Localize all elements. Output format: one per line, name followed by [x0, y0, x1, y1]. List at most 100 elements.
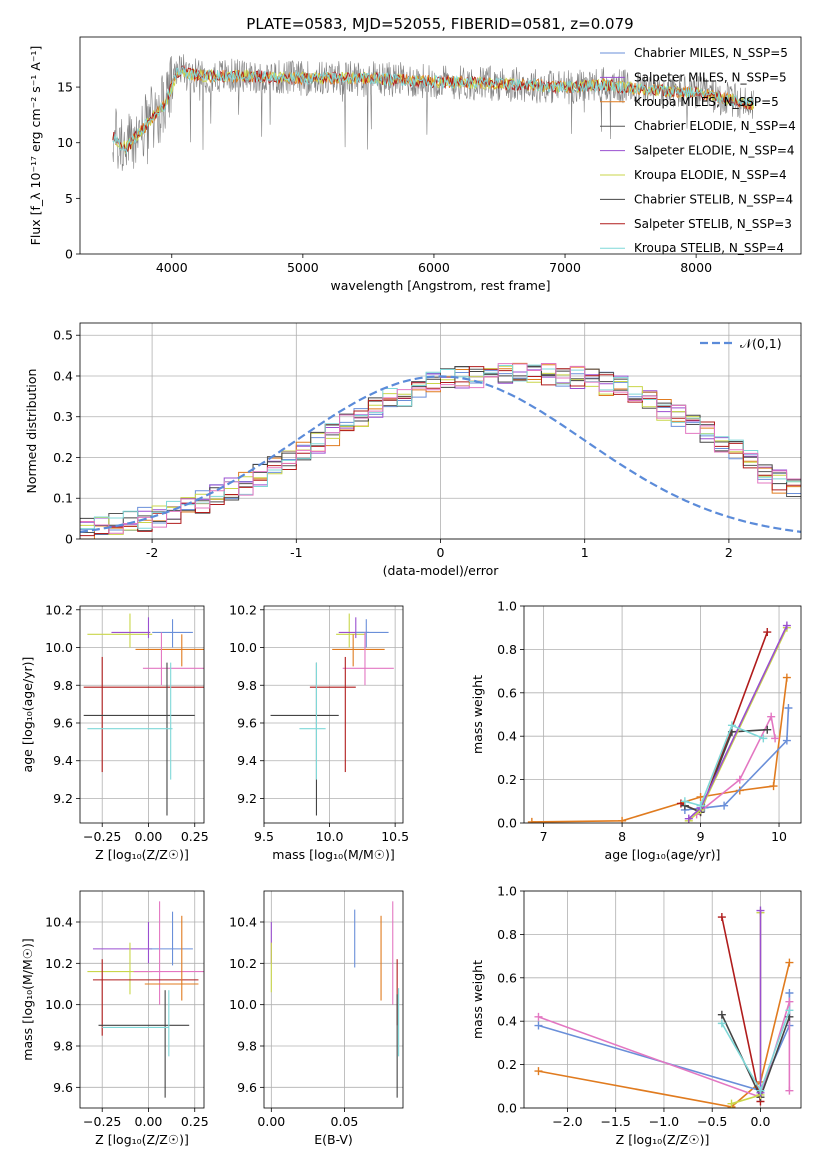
x-tick-label: 7 [540, 829, 548, 844]
y-tick-label: 9.8 [53, 1039, 73, 1054]
series-marker [784, 703, 793, 712]
y-tick-label: 10.0 [229, 997, 257, 1012]
series-line [721, 916, 762, 1102]
y-tick-label: 0.8 [497, 642, 517, 657]
y-tick-label: 9.8 [53, 678, 73, 693]
spectrum-legend: Chabrier MILES, N_SSP=5 Salpeter MILES, N… [600, 46, 796, 255]
y-tick-label: 1.0 [497, 884, 517, 899]
x-tick-label: 10.5 [381, 829, 409, 844]
errorbar-point [111, 617, 151, 639]
x-tick-label: −0.5 [697, 1114, 727, 1129]
errorbar-point [87, 942, 153, 995]
errorbar-point [355, 619, 389, 648]
y-tick-label: 0.4 [497, 729, 517, 744]
x-axis-label: age [log₁₀(age/yr)] [605, 847, 721, 862]
y-tick-label: 10.0 [45, 997, 73, 1012]
legend-entry: Chabrier ELODIE, N_SSP=4 [634, 119, 796, 133]
series-line [680, 631, 769, 814]
series-marker [785, 1086, 794, 1095]
x-tick-label: 0.00 [257, 1114, 285, 1129]
series-marker [717, 913, 726, 922]
x-tick-label: 0.00 [135, 829, 163, 844]
residual-histogram [80, 362, 801, 539]
errorbar-point [152, 619, 193, 648]
residual-histograms [80, 362, 801, 539]
errorbar-point [338, 617, 369, 639]
normal-curve [80, 375, 801, 533]
errorbar-point [142, 632, 204, 686]
x-tick-label: 9 [697, 829, 705, 844]
x-tick-label: 5000 [287, 260, 319, 275]
mass-vs-Z-frame [79, 890, 205, 1109]
y-tick-label: 9.6 [237, 715, 257, 730]
y-tick-label: 9.6 [237, 1080, 257, 1095]
y-axis-label: age [log₁₀(age/yr)] [20, 657, 35, 773]
y-axis-label: Flux [f_λ 10⁻¹⁷ erg cm⁻² s⁻¹ A⁻¹] [28, 46, 43, 246]
series-marker [534, 1067, 543, 1076]
x-tick-label: 0.00 [135, 1114, 163, 1129]
y-tick-label: 10.0 [45, 640, 73, 655]
series-line [721, 1014, 791, 1100]
x-tick-label: −2.0 [552, 1114, 582, 1129]
errorbar-point [299, 662, 326, 780]
series-marker [759, 734, 768, 743]
series-line [696, 714, 776, 815]
series-marker [785, 1006, 794, 1015]
legend-entry: Salpeter STELIB, N_SSP=3 [634, 217, 792, 231]
y-tick-label: 9.8 [237, 678, 257, 693]
y-tick-label: 15 [57, 80, 73, 95]
y-tick-label: 0.1 [53, 491, 73, 506]
series-marker [771, 734, 780, 743]
x-tick-label: 6000 [418, 260, 450, 275]
errorbar-point [309, 656, 356, 773]
x-tick-label: −1.5 [601, 1114, 631, 1129]
x-tick-label: 2 [725, 545, 733, 560]
residuals-axes: -2 -1 0 1 2 0 0.1 0.2 0.3 0.4 0.5 (data-model)/erro… [24, 323, 801, 578]
errorbar-point [133, 901, 204, 1005]
residuals-frame [79, 322, 802, 540]
x-axis-label: Z [log₁₀(Z/Z☉)] [95, 1132, 189, 1147]
observed-spectrum-line [112, 54, 754, 171]
y-tick-label: 0.6 [497, 685, 517, 700]
x-tick-label: 0.0 [751, 1114, 771, 1129]
x-tick-label: 8000 [680, 260, 712, 275]
age-vs-Z-frame [79, 605, 205, 824]
errorbar-point [92, 922, 153, 964]
errorbar-point [135, 634, 204, 667]
y-tick-label: 0.5 [53, 328, 73, 343]
y-tick-label: 0.4 [53, 368, 73, 383]
x-tick-label: -1 [290, 545, 302, 560]
errorbar-point [342, 632, 394, 686]
y-tick-label: 0 [65, 532, 73, 547]
errorbar-point [102, 990, 170, 1057]
errorbar-point [150, 911, 193, 966]
errorbar-point [92, 959, 199, 1036]
x-tick-label: 10.0 [316, 829, 344, 844]
errorbar-point [87, 662, 173, 780]
errorbar-point [87, 613, 153, 648]
legend-entry: Chabrier STELIB, N_SSP=4 [634, 192, 793, 206]
model-spectrum-line [112, 64, 754, 154]
series-line [531, 677, 788, 823]
errorbar-point [336, 613, 365, 648]
series-marker [763, 628, 772, 637]
y-axis-label: mass [log₁₀(M/M☉)] [20, 938, 35, 1060]
series-marker [785, 997, 794, 1006]
x-tick-label: −0.25 [83, 1114, 121, 1129]
y-axis-label: Normed distribution [24, 369, 39, 494]
x-tick-label: 9.5 [254, 829, 274, 844]
x-axis-label: (data-model)/error [383, 563, 500, 578]
y-tick-label: 0.2 [497, 772, 517, 787]
x-tick-label: 0.05 [331, 1114, 359, 1129]
legend-entry: Kroupa MILES, N_SSP=5 [634, 95, 779, 109]
series-marker [527, 817, 536, 823]
x-tick-label: 10 [771, 829, 787, 844]
series-marker [727, 1099, 736, 1108]
x-tick-label: 1 [581, 545, 589, 560]
y-tick-label: 0.2 [53, 450, 73, 465]
mass-vs-EBV-frame [263, 890, 404, 1109]
age-vs-mass-points [270, 613, 394, 816]
series-line [684, 728, 768, 814]
spectrum-axes: 4000 5000 6000 7000 8000 0 5 10 15 wavelength [An… [28, 46, 712, 293]
